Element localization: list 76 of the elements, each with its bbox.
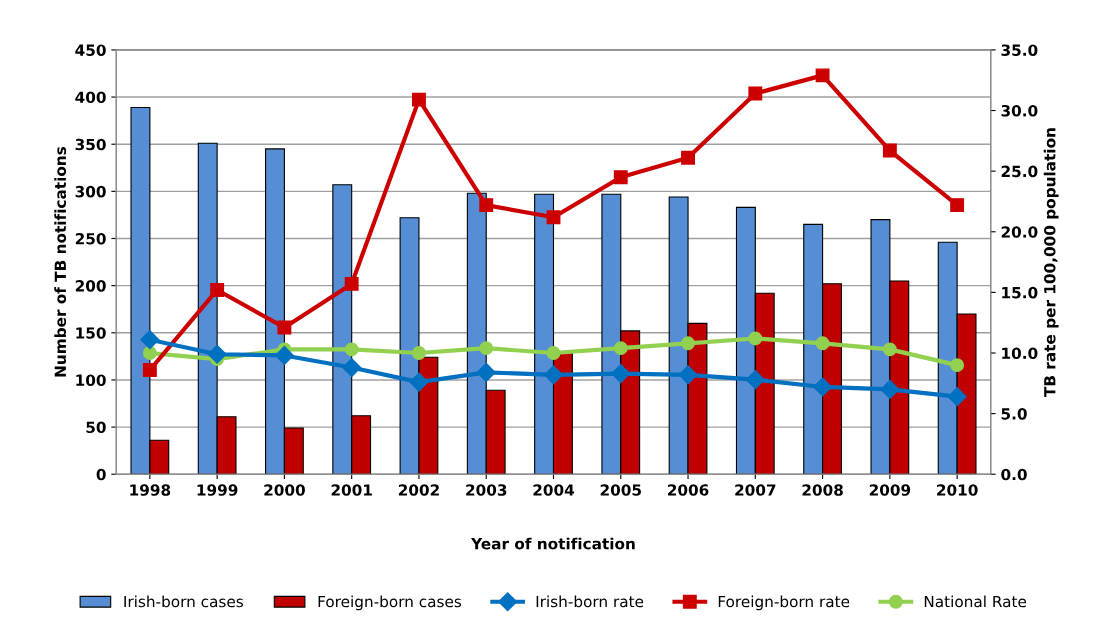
point [950, 358, 965, 373]
point [950, 198, 965, 213]
y2-axis-title: TB rate per 100,000 population [1043, 128, 1059, 397]
point [681, 336, 695, 351]
y2-tick-label: 30.0 [1001, 105, 1038, 117]
point [210, 283, 225, 297]
point [880, 379, 900, 399]
point [274, 345, 294, 365]
y-tick-label: 250 [75, 232, 106, 245]
legend-label: National Rate [924, 595, 1027, 608]
point [142, 363, 157, 377]
y-tick-label: 0 [96, 468, 106, 481]
point [479, 341, 494, 356]
point [409, 372, 429, 392]
legend-label: Foreign-born cases [318, 595, 462, 611]
y-axis-title: Number of TB notifications [54, 146, 67, 377]
x-tick-label: 2002 [398, 484, 439, 496]
x-tick-label: 1999 [197, 484, 238, 496]
y-tick-label: 400 [75, 91, 106, 104]
point [140, 330, 160, 350]
point [745, 370, 765, 390]
x-tick-label: 2006 [667, 484, 709, 496]
point [476, 362, 496, 382]
y2-tick-label: 0.0 [1001, 468, 1027, 481]
point [479, 198, 494, 213]
y-tick-label: 200 [75, 280, 106, 292]
point [748, 86, 763, 101]
legend-label: Irish-born cases [124, 595, 244, 608]
x-tick-label: 2001 [331, 484, 372, 496]
point [342, 358, 362, 378]
x-tick-label: 1998 [130, 484, 171, 496]
legend-label: Irish-born rate [536, 595, 644, 608]
point [546, 210, 561, 225]
x-tick-label: 2007 [735, 484, 776, 496]
x-tick-label: 2010 [937, 484, 978, 496]
x-tick-label: 2008 [802, 484, 843, 496]
point [344, 342, 359, 357]
x-axis-title: Year of notification [470, 537, 635, 550]
y2-tick-label: 5.0 [1001, 408, 1027, 420]
y-tick-label: 350 [75, 138, 106, 151]
y2-tick-label: 25.0 [1001, 165, 1038, 178]
y-tick-label: 150 [76, 327, 106, 339]
point [611, 364, 631, 384]
x-tick-label: 2005 [600, 484, 641, 496]
point [543, 365, 564, 385]
point [613, 341, 628, 356]
point [207, 344, 227, 364]
y2-tick-label: 35.0 [1001, 44, 1038, 56]
point [142, 346, 157, 360]
x-tick-label: 2003 [466, 484, 507, 496]
y-tick-label: 100 [76, 374, 106, 386]
point [815, 68, 830, 83]
point [412, 92, 426, 107]
point [344, 276, 359, 291]
point [681, 150, 695, 165]
point [882, 342, 897, 357]
x-tick-label: 2009 [869, 484, 911, 496]
point [882, 143, 897, 158]
y2-tick-label: 15.0 [1002, 286, 1038, 299]
point [748, 331, 763, 346]
y2-tick-label: 20.0 [1001, 226, 1038, 238]
y2-tick-label: 10.0 [1002, 347, 1038, 360]
point [277, 320, 292, 335]
y-tick-label: 300 [75, 185, 106, 198]
x-tick-label: 2004 [533, 484, 575, 496]
point [613, 170, 628, 185]
point [947, 387, 967, 407]
point [546, 346, 561, 360]
legend-label: Foreign-born rate [718, 595, 850, 611]
point [412, 346, 426, 360]
x-tick-label: 2000 [264, 484, 305, 496]
point [813, 377, 833, 397]
point [678, 365, 698, 385]
y-tick-label: 450 [75, 44, 106, 56]
point [815, 336, 830, 351]
y-tick-label: 50 [86, 421, 106, 434]
